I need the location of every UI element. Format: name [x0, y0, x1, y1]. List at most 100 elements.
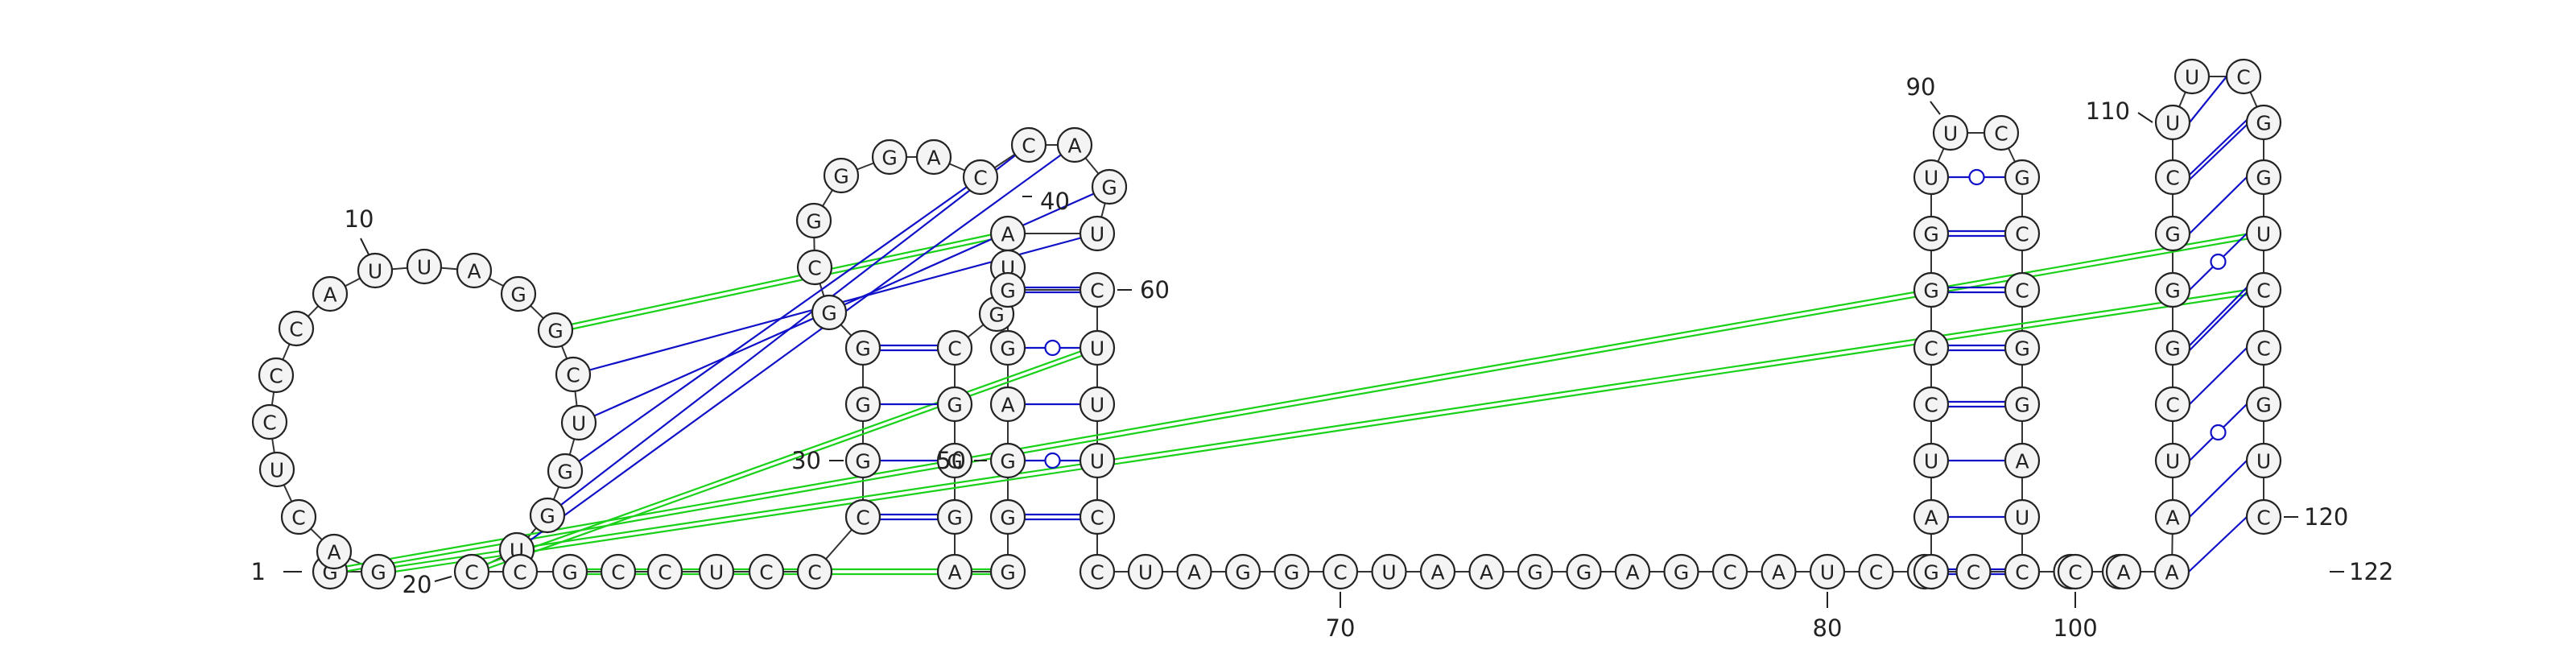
nucleotide-letter: C	[611, 561, 625, 585]
nucleotide: A	[1056, 126, 1093, 163]
nucleotide-circle	[278, 310, 315, 347]
nucleotide: C	[2004, 553, 2041, 590]
nucleotide-letter: C	[1022, 134, 1035, 158]
nucleotide-circle	[796, 249, 833, 286]
nucleotide-circle	[1913, 329, 1950, 366]
position-number-label: 120	[2304, 503, 2348, 531]
nucleotide-letter: A	[467, 260, 481, 283]
nucleotide-circle	[1761, 553, 1797, 590]
nucleotide-letter: U	[1924, 450, 1938, 473]
nucleotide: G	[795, 202, 832, 239]
nucleotide: A	[1913, 498, 1950, 535]
nucleotide-circle	[2004, 498, 2041, 535]
nucleotide: A	[936, 553, 973, 590]
nucleotide-letter: U	[417, 256, 431, 279]
nucleotide-circle	[500, 275, 537, 312]
nucleotide: G	[989, 271, 1026, 308]
base-pairs-layer	[516, 76, 2248, 576]
nucleotide: U	[1809, 553, 1846, 590]
nucleotide-letter: G	[1101, 176, 1117, 200]
nucleotide-letter: C	[947, 337, 961, 361]
nucleotide-circle	[1127, 553, 1164, 590]
nucleotide: G	[2245, 104, 2282, 141]
position-number-100: 100	[2053, 592, 2098, 642]
nucleotide: A	[915, 138, 952, 176]
position-tick	[360, 238, 369, 255]
nucleotide: G	[529, 497, 566, 534]
nucleotide-circle	[1419, 553, 1456, 590]
nucleotide-letter: G	[1000, 561, 1015, 585]
nucleotide-circle	[1913, 442, 1950, 479]
nucleotide-circle	[1176, 553, 1212, 590]
position-number-label: 80	[1813, 614, 1843, 642]
nucleotide-circle	[280, 498, 317, 535]
nucleotide-circle	[989, 553, 1026, 590]
position-number-label: 110	[2086, 97, 2130, 125]
nucleotide-circle	[312, 275, 349, 312]
nucleotide-letter: A	[1430, 561, 1444, 585]
nucleotide: G	[823, 157, 860, 194]
nucleotide: G	[871, 138, 908, 176]
nucleotide-circle	[2154, 386, 2191, 423]
nucleotide-circle	[1079, 498, 1116, 535]
nucleotide: C	[748, 553, 785, 590]
nucleotide-circle	[962, 159, 999, 196]
nucleotide-letter: U	[1820, 561, 1835, 585]
pseudoknot-pair-line	[329, 229, 2264, 571]
nucleotide: U	[1371, 553, 1407, 590]
nucleotide-circle	[1371, 553, 1407, 590]
nucleotide-letter: C	[807, 561, 821, 585]
nucleotide-circle	[936, 386, 973, 423]
nucleotide: G	[1913, 215, 1950, 252]
nucleotide-circle	[1955, 553, 1992, 590]
nucleotide-circle	[646, 553, 683, 590]
nucleotide-circle	[2174, 58, 2211, 95]
nucleotide-letter: C	[759, 561, 773, 585]
nucleotide-circle	[316, 533, 353, 570]
nucleotide: G	[989, 329, 1026, 366]
nucleotide-circle	[1913, 498, 1950, 535]
nucleotide-circle	[360, 553, 397, 590]
nucleotide: C	[1913, 329, 1950, 366]
nucleotide-letter: G	[1000, 506, 1015, 530]
nucleotide: G	[547, 453, 584, 490]
nucleotide: C	[962, 159, 999, 196]
nucleotide: C	[1079, 553, 1116, 590]
nucleotide-circle	[989, 386, 1026, 423]
nucleotide-circle	[2225, 58, 2262, 95]
nucleotide-circle	[989, 498, 1026, 535]
nucleotide-letter: C	[269, 365, 283, 388]
nucleotide: A	[989, 386, 1026, 423]
nucleotide-letter: C	[1333, 561, 1347, 585]
nucleotide: A	[456, 252, 493, 289]
nucleotide-letter: G	[2165, 279, 2180, 303]
nucleotide: G	[811, 294, 848, 331]
nucleotide: U	[357, 252, 394, 289]
base-pair-line	[2189, 287, 2248, 346]
nucleotide-circle	[1809, 553, 1846, 590]
nucleotide-letter: G	[833, 165, 848, 188]
nucleotide: U	[406, 248, 443, 285]
nucleotide-circle	[2245, 159, 2282, 196]
position-number-label: 100	[2053, 614, 2097, 642]
nucleotide: G	[2154, 329, 2191, 366]
nucleotide-letter: C	[807, 257, 821, 280]
nucleotide: C	[258, 357, 295, 394]
nucleotide: C	[1858, 553, 1894, 590]
position-number-1: 1	[251, 558, 302, 585]
nucleotide: C	[502, 553, 539, 590]
nucleotide-letter: G	[2014, 337, 2029, 361]
nucleotide-circle	[1858, 553, 1894, 590]
nucleotide-letter: C	[973, 167, 987, 190]
nucleotide-letter: C	[1924, 394, 1938, 417]
nucleotide: G	[1913, 271, 1950, 308]
nucleotide-letter: G	[806, 210, 821, 234]
nucleotide-letter: A	[1001, 223, 1014, 246]
nucleotide: G	[2154, 271, 2191, 308]
nucleotide-letter: G	[557, 461, 572, 484]
nucleotide-letter: G	[855, 394, 870, 417]
pseudoknot-pair-line	[471, 349, 1098, 576]
nucleotide-circle	[1079, 553, 1116, 590]
position-number-label: 10	[345, 205, 374, 233]
pseudoknot-pair-line	[555, 229, 1009, 329]
